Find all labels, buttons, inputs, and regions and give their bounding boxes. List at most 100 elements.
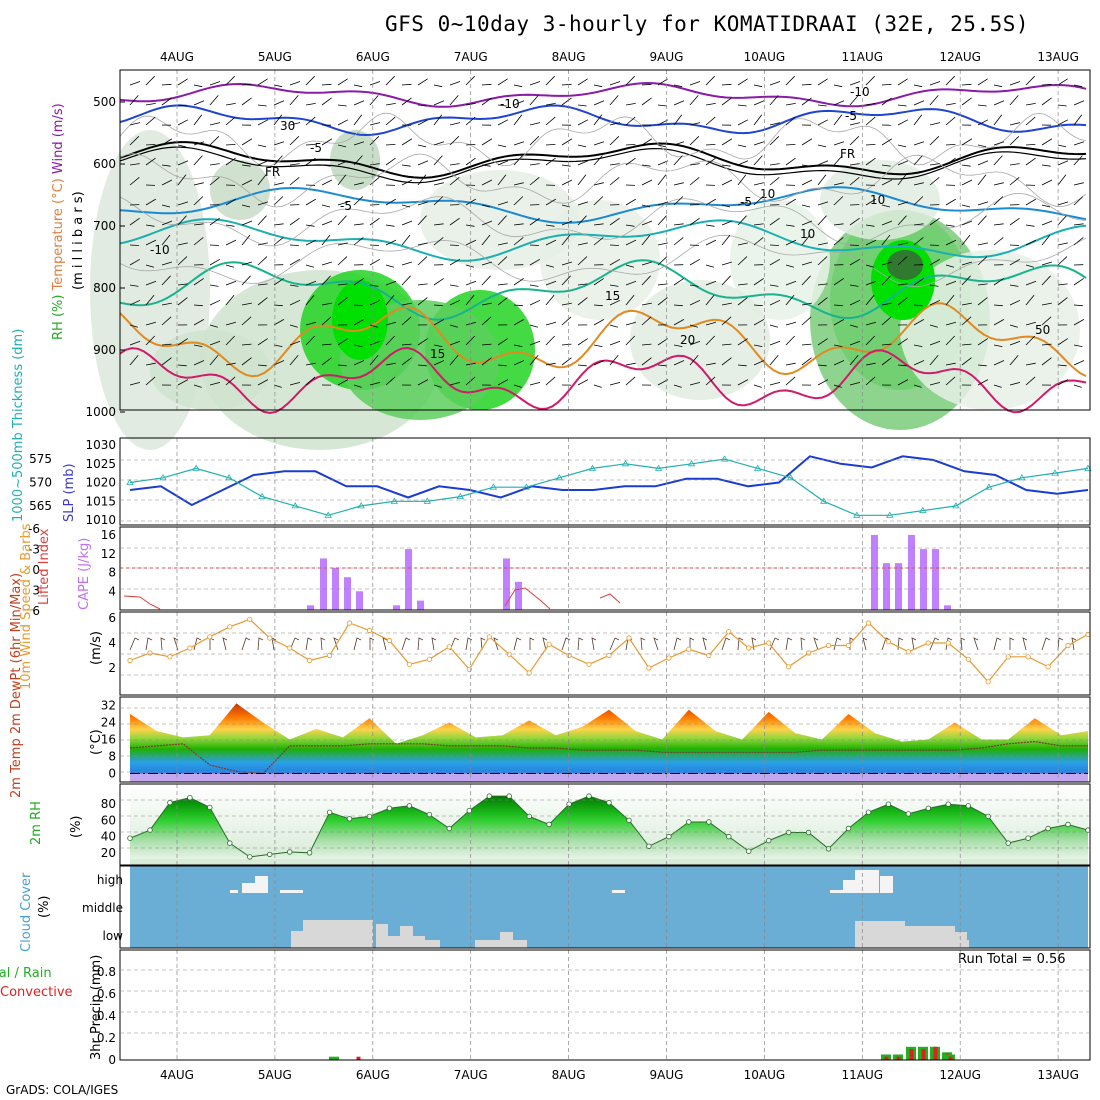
wind-barb — [913, 100, 925, 106]
wind-barb — [833, 182, 844, 186]
wind-barb — [641, 302, 652, 306]
wind-barb — [657, 215, 667, 226]
wind-barb — [257, 144, 267, 148]
wind-barb — [625, 75, 635, 86]
wind-barb — [209, 382, 221, 386]
wind-barb — [385, 144, 396, 146]
wind-barb — [1025, 362, 1036, 366]
wind-barb — [1041, 343, 1052, 346]
wind-barb — [481, 97, 492, 106]
wind-barb — [545, 376, 556, 386]
wind-barb — [721, 343, 732, 346]
wind-barb — [305, 280, 317, 286]
wind-barb — [817, 119, 829, 126]
wind-barb — [849, 136, 860, 146]
wind-barb — [305, 637, 313, 651]
wind-barb — [382, 637, 388, 651]
wind-barb — [929, 382, 941, 386]
wind-barb — [417, 201, 429, 206]
thickness-marker — [1051, 469, 1059, 476]
wind-barb — [785, 103, 796, 106]
wind-barb — [833, 278, 844, 286]
wind-barb — [865, 376, 876, 386]
wind-barb — [369, 176, 380, 186]
wind-barb — [513, 237, 524, 246]
temperature-contour — [119, 146, 1087, 184]
wind-barb — [865, 264, 875, 268]
wind-barb — [129, 284, 139, 287]
wind-barb — [225, 294, 235, 306]
temp-tick: 24 — [101, 716, 116, 730]
wind-speed-point — [207, 634, 213, 640]
upper-ylabel: RH (%) Temperature (°C) Wind (m/s) — [51, 103, 66, 340]
wind-barb — [561, 275, 571, 286]
wind-barb — [225, 116, 236, 126]
wind-barb — [209, 122, 220, 126]
wind-barb — [1057, 242, 1068, 246]
wind-speed-point — [386, 637, 393, 644]
wind-barb — [513, 84, 523, 88]
rh-point — [985, 813, 991, 820]
wind-barb — [897, 297, 908, 306]
wind-barb — [513, 182, 524, 186]
wind-speed-point — [945, 640, 951, 646]
wind-barb — [161, 97, 172, 106]
wind-barb — [193, 637, 202, 651]
wind-barb — [1073, 360, 1085, 366]
wind-barb — [337, 78, 348, 86]
wind-barb — [161, 275, 171, 286]
wind-barb — [545, 144, 556, 146]
thickness-marker — [753, 464, 762, 471]
precip-total-bar — [329, 1056, 339, 1060]
wind-barb — [961, 220, 973, 226]
rh-point — [805, 829, 812, 836]
wind-barb — [177, 160, 189, 166]
wind-barb — [145, 294, 155, 306]
wind-barb — [1073, 182, 1084, 186]
wind-barb — [145, 362, 156, 366]
wind-barb — [241, 83, 252, 86]
wind-barb — [785, 144, 796, 146]
wind-barb — [193, 114, 203, 126]
wind-barb — [593, 155, 603, 166]
wind-barb — [561, 357, 572, 366]
wind-barb — [862, 637, 868, 651]
wind-barb — [241, 275, 251, 286]
wind-barb — [865, 198, 877, 206]
wind-barb — [305, 294, 315, 306]
wind-unit: (m/s) — [89, 631, 104, 665]
wind-speed-point — [1045, 664, 1051, 670]
rh-shading — [210, 160, 270, 220]
rh-point — [546, 821, 552, 828]
wind-barb — [497, 283, 508, 286]
wind-barb — [801, 138, 813, 146]
rh-point — [1025, 835, 1031, 841]
wind-barb — [817, 215, 827, 226]
temperature-contour — [119, 218, 1087, 262]
wind-speed-point — [147, 650, 153, 656]
wind-barb — [305, 335, 315, 346]
wind-barb — [561, 343, 572, 346]
wind-barb — [225, 103, 236, 106]
wind-barb — [449, 382, 461, 386]
wind-barb — [561, 302, 572, 306]
wind-barb — [337, 160, 349, 166]
wind-barb — [577, 637, 584, 651]
wind-panel: 6 4 2 10m Wind Speed & Barbs (m/s) — [19, 523, 1091, 690]
wind-barb — [289, 299, 301, 306]
wind-barb — [401, 234, 411, 246]
pressure-tick: 900 — [93, 343, 116, 357]
cape-bar — [320, 558, 327, 610]
wind-barb — [849, 176, 860, 186]
wind-barb — [993, 84, 1003, 88]
upper-ylabel-part: RH (%) — [51, 290, 66, 340]
cloud-level-label: high — [97, 873, 123, 887]
wind-barb — [257, 283, 268, 286]
wind-barb — [625, 224, 635, 227]
wind-barb — [721, 234, 731, 246]
wind-barb — [369, 163, 380, 166]
wind-barb — [337, 215, 347, 226]
low-cloud — [855, 921, 905, 948]
wind-barb — [321, 343, 332, 346]
wind-barb — [769, 340, 781, 346]
